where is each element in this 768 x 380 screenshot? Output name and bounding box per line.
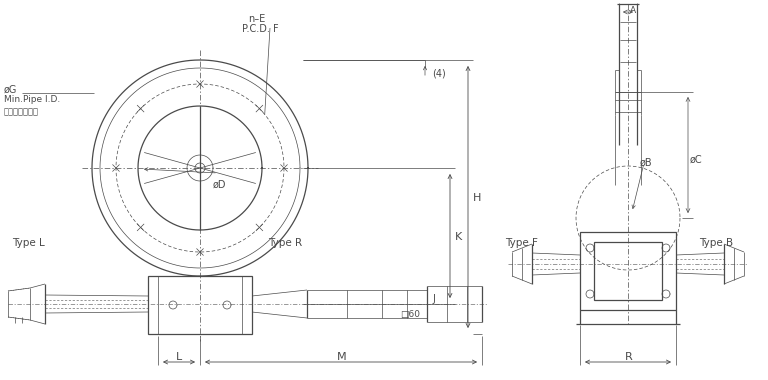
- Bar: [580, 232, 676, 310]
- Text: øC: øC: [690, 155, 703, 165]
- Text: L: L: [176, 352, 182, 362]
- Text: n–E: n–E: [248, 14, 265, 24]
- Bar: [148, 276, 252, 334]
- Text: Type L: Type L: [12, 238, 45, 248]
- Text: øD: øD: [213, 180, 227, 190]
- Text: □60: □60: [400, 310, 420, 319]
- Text: øB: øB: [640, 158, 653, 168]
- Text: Type F: Type F: [505, 238, 538, 248]
- Bar: [594, 242, 662, 300]
- Text: A: A: [630, 6, 636, 15]
- Text: (4): (4): [432, 68, 445, 78]
- Text: M: M: [337, 352, 346, 362]
- Text: 接続管最小内径: 接続管最小内径: [4, 107, 39, 116]
- Text: øG: øG: [4, 85, 18, 95]
- Text: R: R: [625, 352, 633, 362]
- Text: P.C.D. F: P.C.D. F: [242, 24, 279, 34]
- Text: Type R: Type R: [268, 238, 302, 248]
- Text: J: J: [432, 294, 435, 304]
- Text: Min.Pipe I.D.: Min.Pipe I.D.: [4, 95, 60, 104]
- Text: K: K: [455, 232, 462, 242]
- Text: Type B: Type B: [699, 238, 733, 248]
- Text: H: H: [473, 193, 482, 203]
